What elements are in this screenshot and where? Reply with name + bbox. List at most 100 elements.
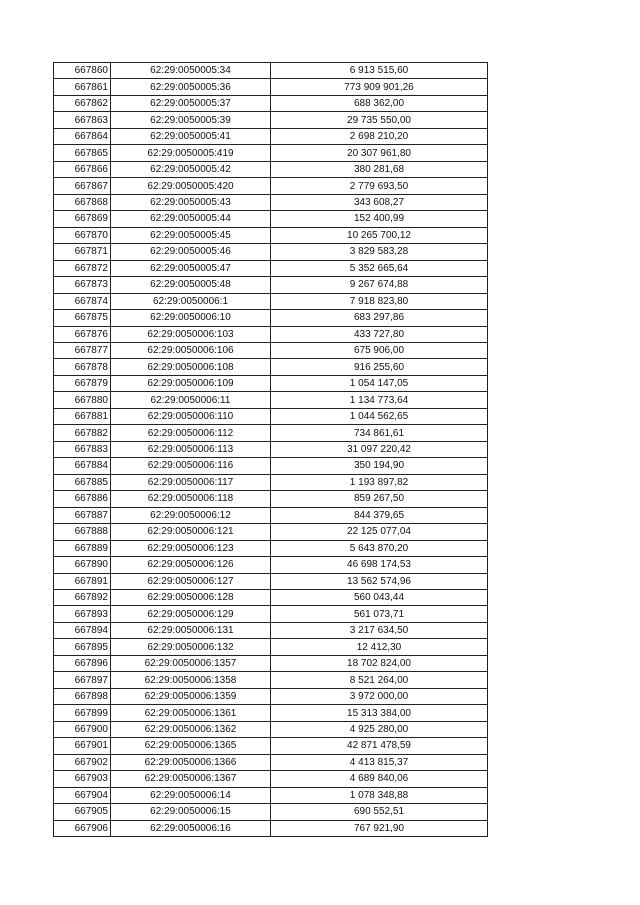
table-row: 667872 62:29:0050005:47 5 352 665,64: [53, 259, 488, 278]
table-row: 667879 62:29:0050006:109 1 054 147,05: [53, 374, 488, 393]
table-row: 667864 62:29:0050005:41 2 698 210,20: [53, 127, 488, 146]
cadastral-number-cell: 62:29:0050006:16: [110, 819, 271, 838]
cadastral-number-cell: 62:29:0050006:113: [110, 440, 271, 459]
value-cell: 4 689 840,06: [270, 770, 488, 788]
value-cell: 4 413 815,37: [270, 753, 488, 772]
table-row: 667887 62:29:0050006:12 844 379,65: [53, 506, 488, 525]
row-number-cell: 667865: [53, 144, 111, 162]
value-cell: 1 193 897,82: [270, 473, 488, 492]
value-cell: 561 073,71: [270, 605, 488, 623]
table-row: 667862 62:29:0050005:37 688 362,00: [53, 94, 488, 113]
table-row: 667871 62:29:0050005:46 3 829 583,28: [53, 243, 488, 261]
table-row: 667904 62:29:0050006:14 1 078 348,88: [53, 786, 488, 805]
value-cell: 46 698 174,53: [270, 556, 488, 574]
value-cell: 13 562 574,96: [270, 572, 488, 591]
cadastral-number-cell: 62:29:0050006:112: [110, 424, 271, 442]
cadastral-number-cell: 62:29:0050006:11: [110, 391, 271, 409]
cadastral-number-cell: 62:29:0050006:118: [110, 490, 271, 508]
table-row: 667888 62:29:0050006:121 22 125 077,04: [53, 523, 488, 541]
row-number-cell: 667887: [53, 506, 111, 525]
table-row: 667889 62:29:0050006:123 5 643 870,20: [53, 539, 488, 558]
value-cell: 1 044 562,65: [270, 407, 488, 426]
table-row: 667895 62:29:0050006:132 12 412,30: [53, 638, 488, 656]
table-row: 667863 62:29:0050005:39 29 735 550,00: [53, 111, 488, 129]
cadastral-number-cell: 62:29:0050006:132: [110, 638, 271, 656]
value-cell: 675 906,00: [270, 341, 488, 360]
row-number-cell: 667906: [53, 819, 111, 838]
table-row: 667883 62:29:0050006:113 31 097 220,42: [53, 440, 488, 459]
cadastral-number-cell: 62:29:0050006:1367: [110, 770, 271, 788]
table-row: 667893 62:29:0050006:129 561 073,71: [53, 605, 488, 623]
row-number-cell: 667889: [53, 539, 111, 558]
table-row: 667903 62:29:0050006:1367 4 689 840,06: [53, 770, 488, 788]
row-number-cell: 667885: [53, 473, 111, 492]
row-number-cell: 667896: [53, 654, 111, 673]
value-cell: 5 643 870,20: [270, 539, 488, 558]
table-row: 667884 62:29:0050006:116 350 194,90: [53, 457, 488, 475]
value-cell: 29 735 550,00: [270, 111, 488, 129]
value-cell: 3 217 634,50: [270, 621, 488, 640]
row-number-cell: 667878: [53, 358, 111, 376]
cadastral-number-cell: 62:29:0050005:36: [110, 78, 271, 96]
table-row: 667899 62:29:0050006:1361 15 313 384,00: [53, 704, 488, 722]
cadastral-number-cell: 62:29:0050006:108: [110, 358, 271, 376]
cadastral-number-cell: 62:29:0050006:121: [110, 523, 271, 541]
cadastral-number-cell: 62:29:0050006:103: [110, 325, 271, 343]
cadastral-number-cell: 62:29:0050006:1365: [110, 737, 271, 755]
table-row: 667902 62:29:0050006:1366 4 413 815,37: [53, 753, 488, 772]
row-number-cell: 667875: [53, 309, 111, 327]
value-cell: 5 352 665,64: [270, 259, 488, 278]
value-cell: 42 871 478,59: [270, 737, 488, 755]
row-number-cell: 667897: [53, 671, 111, 689]
cadastral-number-cell: 62:29:0050006:126: [110, 556, 271, 574]
cadastral-number-cell: 62:29:0050006:15: [110, 803, 271, 821]
row-number-cell: 667884: [53, 457, 111, 475]
row-number-cell: 667861: [53, 78, 111, 96]
table-row: 667861 62:29:0050005:36 773 909 901,26: [53, 78, 488, 96]
row-number-cell: 667902: [53, 753, 111, 772]
value-cell: 350 194,90: [270, 457, 488, 475]
value-cell: 859 267,50: [270, 490, 488, 508]
value-cell: 20 307 961,80: [270, 144, 488, 162]
cadastral-number-cell: 62:29:0050006:123: [110, 539, 271, 558]
cadastral-number-cell: 62:29:0050006:116: [110, 457, 271, 475]
cadastral-number-cell: 62:29:0050006:1: [110, 292, 271, 311]
row-number-cell: 667900: [53, 720, 111, 739]
table-row: 667892 62:29:0050006:128 560 043,44: [53, 588, 488, 607]
value-cell: 15 313 384,00: [270, 704, 488, 722]
cadastral-number-cell: 62:29:0050005:42: [110, 160, 271, 179]
row-number-cell: 667862: [53, 94, 111, 113]
table-row: 667868 62:29:0050005:43 343 608,27: [53, 193, 488, 212]
table-row: 667885 62:29:0050006:117 1 193 897,82: [53, 473, 488, 492]
table-row: 667894 62:29:0050006:131 3 217 634,50: [53, 621, 488, 640]
table-row: 667882 62:29:0050006:112 734 861,61: [53, 424, 488, 442]
row-number-cell: 667883: [53, 440, 111, 459]
row-number-cell: 667901: [53, 737, 111, 755]
value-cell: 690 552,51: [270, 803, 488, 821]
table-row: 667890 62:29:0050006:126 46 698 174,53: [53, 556, 488, 574]
table-row: 667865 62:29:0050005:419 20 307 961,80: [53, 144, 488, 162]
value-cell: 433 727,80: [270, 325, 488, 343]
value-cell: 9 267 674,88: [270, 276, 488, 294]
cadastral-number-cell: 62:29:0050006:1362: [110, 720, 271, 739]
value-cell: 688 362,00: [270, 94, 488, 113]
cadastral-number-cell: 62:29:0050005:37: [110, 94, 271, 113]
row-number-cell: 667893: [53, 605, 111, 623]
value-cell: 3 829 583,28: [270, 243, 488, 261]
cadastral-number-cell: 62:29:0050005:45: [110, 226, 271, 245]
cadastral-number-cell: 62:29:0050006:109: [110, 374, 271, 393]
row-number-cell: 667891: [53, 572, 111, 591]
row-number-cell: 667904: [53, 786, 111, 805]
value-cell: 12 412,30: [270, 638, 488, 656]
table-row: 667866 62:29:0050005:42 380 281,68: [53, 160, 488, 179]
value-cell: 844 379,65: [270, 506, 488, 525]
cadastral-number-cell: 62:29:0050005:420: [110, 177, 271, 195]
value-cell: 2 779 693,50: [270, 177, 488, 195]
row-number-cell: 667888: [53, 523, 111, 541]
table-row: 667870 62:29:0050005:45 10 265 700,12: [53, 226, 488, 245]
value-cell: 7 918 823,80: [270, 292, 488, 311]
row-number-cell: 667866: [53, 160, 111, 179]
cadastral-number-cell: 62:29:0050006:131: [110, 621, 271, 640]
value-cell: 31 097 220,42: [270, 440, 488, 459]
table-row: 667897 62:29:0050006:1358 8 521 264,00: [53, 671, 488, 689]
